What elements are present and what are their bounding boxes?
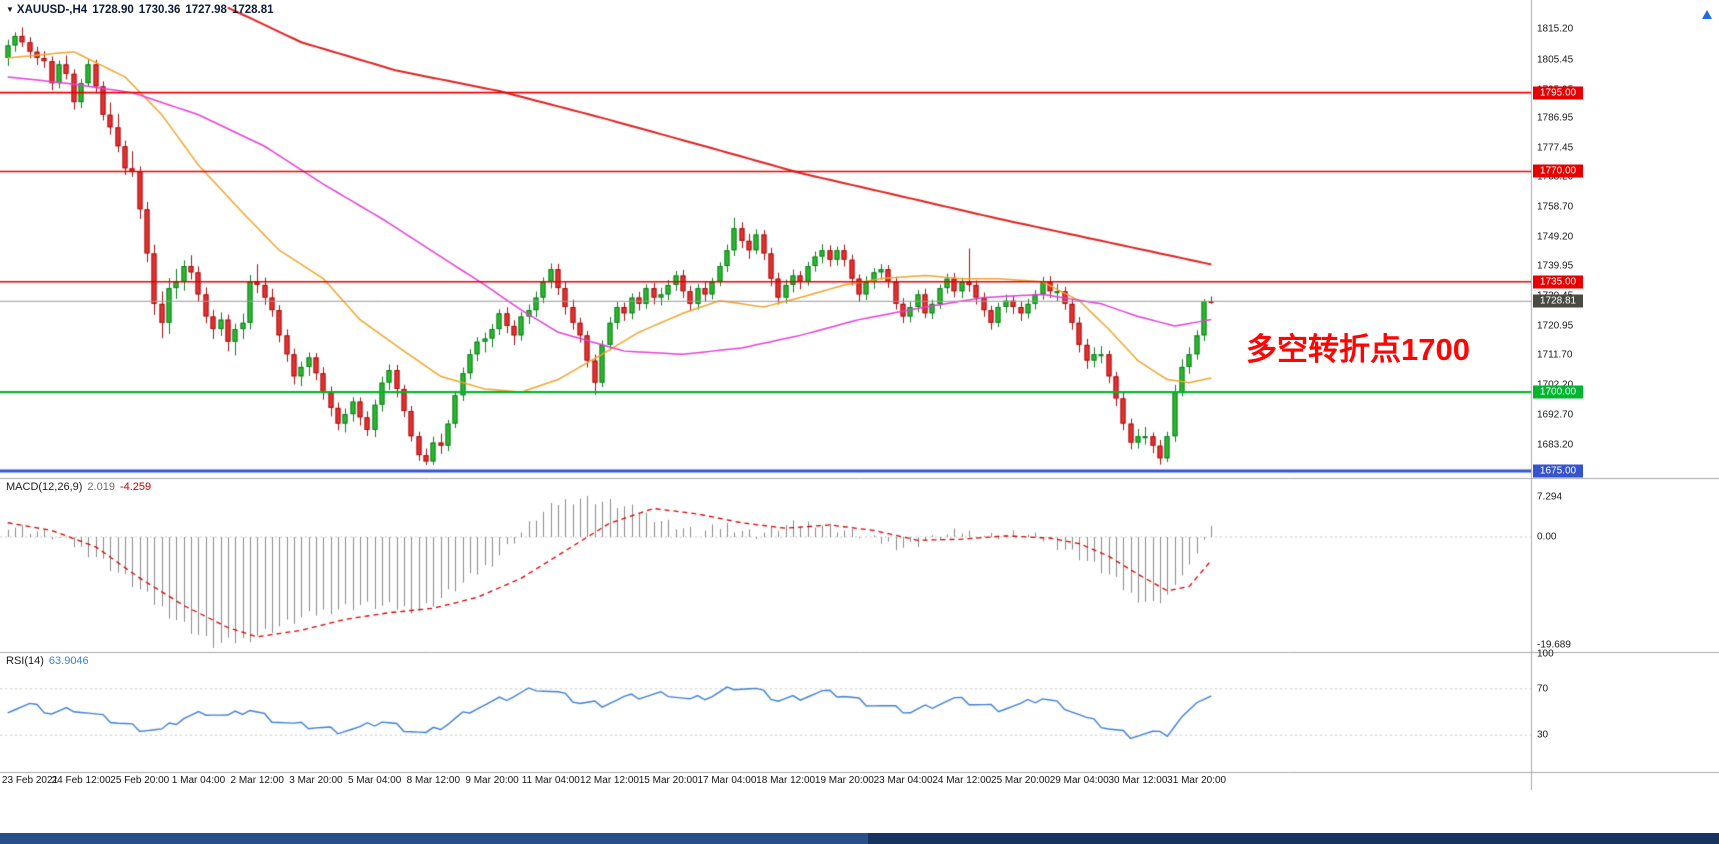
horizontal-scrollbar[interactable] (0, 833, 1719, 844)
macd-name: MACD(12,26,9) (6, 481, 83, 493)
rsi-name: RSI(14) (6, 655, 44, 667)
price-tick: 1777.45 (1537, 142, 1574, 154)
time-label: 8 Mar 12:00 (406, 775, 461, 786)
time-label: 1 Mar 04:00 (171, 775, 226, 786)
symbol-timeframe: XAUUSD-,H4 (16, 4, 88, 16)
rsi-value: 63.9046 (48, 655, 89, 667)
rsi-axis-label: 30 (1537, 729, 1549, 741)
macd-axis-label: 0.00 (1537, 531, 1557, 543)
level-price-badge: 1770.00 (1533, 164, 1583, 178)
chart-text-annotation: 多空转折点1700 (1246, 332, 1470, 367)
macd-main-value: 2.019 (87, 481, 115, 493)
rsi-indicator-label: RSI(14) 63.9046 (6, 655, 94, 667)
macd-axis-label: -19.689 (1537, 639, 1571, 651)
price-tick: 1739.95 (1537, 260, 1574, 272)
ohlc-high: 1730.36 (138, 4, 181, 16)
time-label: 3 Mar 20:00 (289, 775, 343, 786)
price-tick: 1720.95 (1537, 320, 1574, 332)
time-label: 11 Mar 04:00 (521, 775, 580, 786)
rsi-axis-label: 70 (1537, 683, 1549, 695)
time-label: 15 Mar 20:00 (638, 775, 698, 786)
macd-indicator-label: MACD(12,26,9) 2.019 -4.259 (6, 481, 156, 493)
symbol-dropdown-icon: ▼ (6, 5, 14, 14)
ohlc-close: 1728.81 (231, 4, 274, 16)
price-tick: 1815.20 (1537, 23, 1574, 35)
chart-ohlc-header: ▼ XAUUSD-,H4 1728.90 1730.36 1727.98 1728.81 (6, 4, 279, 16)
current-price-badge: 1728.81 (1533, 294, 1583, 308)
level-price-badge: 1795.00 (1533, 86, 1583, 100)
level-price-badge: 1675.00 (1533, 464, 1583, 478)
time-label: 18 Mar 12:00 (756, 775, 816, 786)
price-tick: 1758.70 (1537, 201, 1574, 213)
price-tick: 1749.20 (1537, 231, 1574, 243)
time-label: 23 Feb 2021 (1, 775, 59, 786)
time-label: 2 Mar 12:00 (230, 775, 284, 786)
time-label: 24 Feb 12:00 (51, 775, 111, 786)
time-label: 30 Mar 12:00 (1108, 775, 1168, 786)
scrollbar-thumb[interactable] (0, 833, 868, 844)
time-label: 31 Mar 20:00 (1167, 775, 1227, 786)
rsi-pane[interactable] (0, 652, 1531, 772)
time-label: 19 Mar 20:00 (814, 775, 874, 786)
time-label: 24 Mar 12:00 (932, 775, 992, 786)
time-label: 23 Mar 04:00 (873, 775, 933, 786)
level-price-badge: 1700.00 (1533, 385, 1583, 399)
ohlc-open: 1728.90 (92, 4, 134, 16)
price-tick: 1683.20 (1537, 439, 1574, 451)
time-label: 9 Mar 20:00 (465, 775, 519, 786)
ohlc-low: 1727.98 (185, 4, 227, 16)
rsi-axis-label: 100 (1537, 648, 1554, 660)
time-label: 17 Mar 04:00 (697, 775, 757, 786)
time-label: 29 Mar 04:00 (1049, 775, 1109, 786)
macd-axis-label: 7.294 (1537, 491, 1563, 503)
price-scale-arrow-icon[interactable] (1702, 10, 1712, 19)
time-label: 12 Mar 12:00 (580, 775, 639, 786)
price-tick: 1805.45 (1537, 54, 1574, 66)
time-label: 25 Mar 20:00 (991, 775, 1050, 786)
price-tick: 1711.70 (1537, 349, 1573, 361)
price-tick: 1786.95 (1537, 112, 1574, 124)
time-label: 25 Feb 20:00 (110, 775, 170, 786)
price-tick: 1702.20 (1537, 380, 1573, 391)
main-chart-pane[interactable] (0, 0, 1531, 478)
macd-signal-value: -4.259 (119, 481, 152, 493)
level-price-badge: 1735.00 (1533, 275, 1583, 289)
macd-pane[interactable] (0, 478, 1531, 652)
price-tick: 1692.70 (1537, 409, 1574, 421)
time-label: 5 Mar 04:00 (347, 775, 402, 786)
